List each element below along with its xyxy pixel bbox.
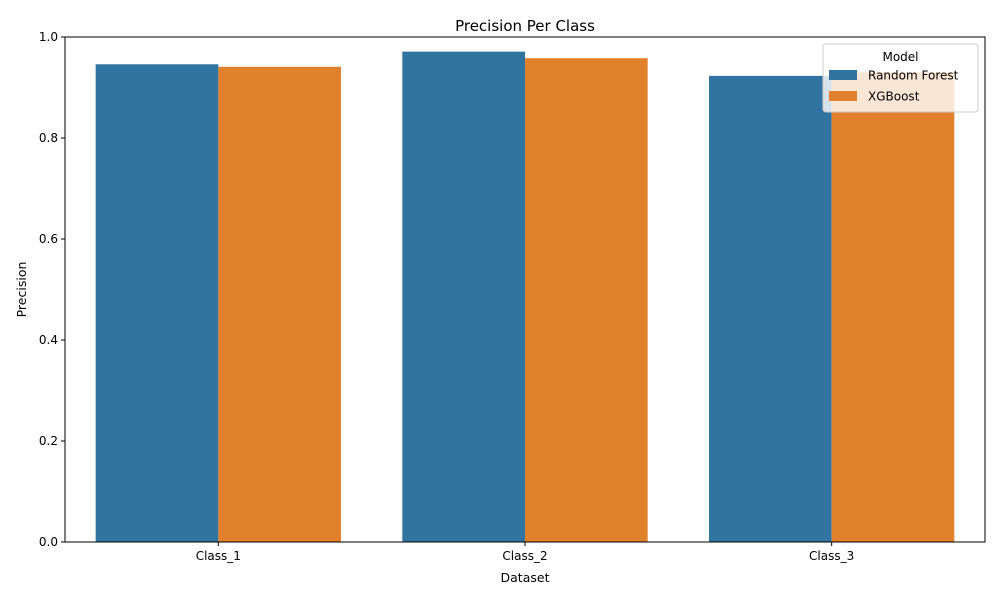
x-tick-label: Class_1 — [196, 549, 241, 563]
y-tick-label: 1.0 — [39, 30, 58, 44]
bar-xgboost-class_2 — [525, 58, 648, 543]
bar-xgboost-class_1 — [218, 66, 341, 543]
y-tick-label: 0.8 — [39, 131, 58, 145]
x-axis-label: Dataset — [501, 570, 550, 585]
y-axis: 0.0 0.2 0.4 0.6 0.8 1.0 — [39, 30, 65, 549]
bar-random-forest-class_1 — [95, 64, 219, 543]
x-tick-label: Class_2 — [502, 549, 547, 563]
legend-label-random-forest: Random Forest — [868, 69, 959, 83]
bar-xgboost-class_3 — [831, 72, 955, 542]
y-tick-label: 0.0 — [39, 535, 58, 549]
legend-swatch-random-forest — [829, 70, 857, 80]
legend: Model Random Forest XGBoost — [822, 43, 979, 113]
y-tick-label: 0.6 — [39, 232, 58, 246]
legend-entries: Random Forest XGBoost — [829, 69, 959, 104]
y-axis-label: Precision — [14, 262, 29, 318]
legend-label-xgboost: XGBoost — [868, 90, 920, 104]
x-axis: Class_1 Class_2 Class_3 — [196, 542, 854, 563]
plot-frame — [64, 36, 986, 543]
legend-box — [822, 43, 979, 113]
legend-swatch-xgboost — [829, 91, 857, 101]
x-tick-label: Class_3 — [809, 549, 854, 563]
legend-title: Model — [882, 50, 918, 64]
y-tick-label: 0.4 — [39, 333, 58, 347]
bars-group — [95, 51, 955, 543]
y-tick-label: 0.2 — [39, 434, 58, 448]
bar-random-forest-class_2 — [402, 51, 525, 543]
chart-title: Precision Per Class — [455, 17, 595, 35]
bar-random-forest-class_3 — [709, 75, 832, 542]
